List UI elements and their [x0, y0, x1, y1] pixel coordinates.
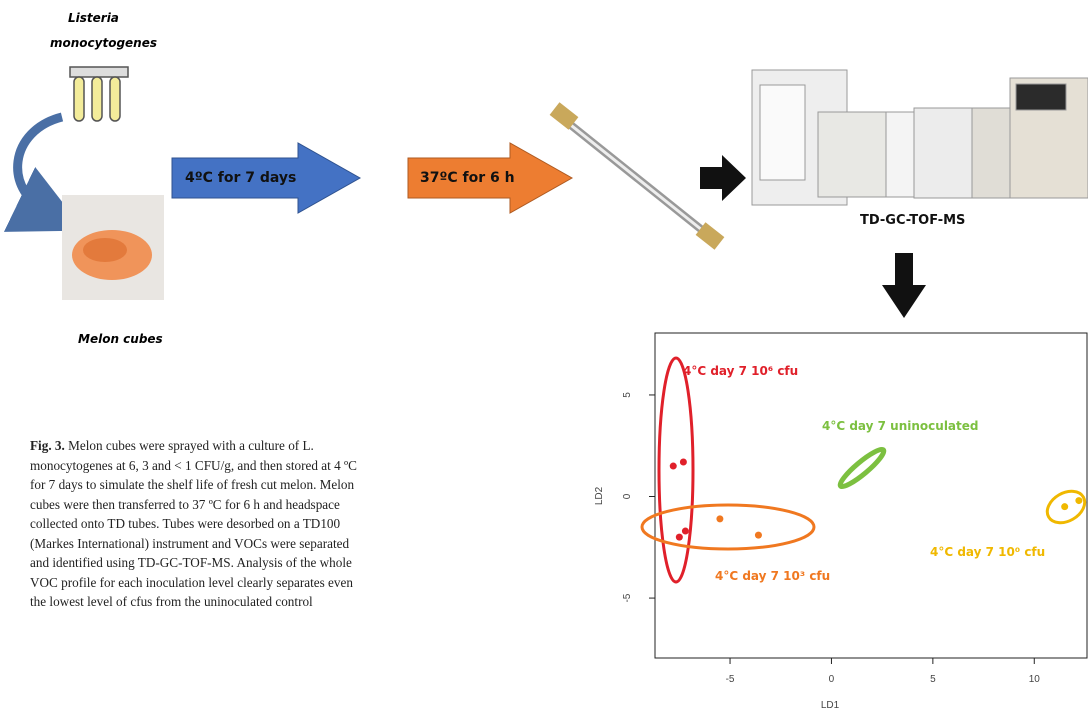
point — [1075, 497, 1082, 504]
caption-line: Fig. 3. Melon cubes were sprayed with a … — [30, 436, 570, 456]
caption-line: and identified using TD-GC-TOF-MS. Analy… — [30, 553, 570, 573]
td-tube — [550, 102, 725, 249]
caption-line: cubes were then transferred to 37 ºC for… — [30, 495, 570, 515]
step1-label: 4ºC for 7 days — [185, 170, 296, 186]
group-label: 4°C day 7 uninoculated — [822, 419, 979, 433]
caption-line: for 7 days to simulate the shelf life of… — [30, 475, 570, 495]
point — [1061, 503, 1068, 510]
point — [755, 532, 762, 539]
ellipse — [642, 505, 814, 549]
step2-label: 37ºC for 6 h — [420, 170, 515, 186]
melon-photo — [62, 195, 164, 300]
caption-label: Fig. 3. — [30, 438, 65, 453]
caption-line: collected onto TD tubes. Tubes were deso… — [30, 514, 570, 534]
caption: Fig. 3. Melon cubes were sprayed with a … — [30, 436, 570, 612]
caption-text: cubes were then transferred to 37 ºC for… — [30, 497, 340, 512]
point — [716, 515, 723, 522]
caption-text: Melon cubes were sprayed with a culture … — [68, 438, 314, 453]
group-label: 4°C day 7 10⁶ cfu — [683, 364, 798, 378]
instrument — [752, 70, 1088, 205]
test-tubes — [70, 67, 128, 121]
x-tick-label: -5 — [726, 674, 735, 685]
black-arrow — [700, 155, 746, 201]
caption-line: VOC profile for each inoculation level c… — [30, 573, 570, 593]
diagram: Listeriamonocytogenes Melon cubes 4ºC fo… — [0, 0, 1088, 720]
point — [680, 458, 687, 465]
caption-line: the lowest level of cfus from the uninoc… — [30, 592, 570, 612]
caption-text: and identified using TD-GC-TOF-MS. Analy… — [30, 555, 352, 570]
y-tick-label: 5 — [622, 392, 633, 398]
y-tick-label: -5 — [622, 593, 633, 602]
caption-text: the lowest level of cfus from the uninoc… — [30, 594, 313, 609]
ellipse — [659, 358, 693, 582]
ellipse — [837, 445, 888, 490]
caption-line: monocytogenes at 6, 3 and < 1 CFU/g, and… — [30, 456, 570, 476]
point — [682, 528, 689, 535]
point — [676, 534, 683, 541]
sample-label: Melon cubes — [78, 332, 163, 346]
plot-frame — [655, 333, 1087, 658]
x-tick-label: 0 — [829, 674, 835, 685]
caption-text: collected onto TD tubes. Tubes were deso… — [30, 516, 340, 531]
caption-text: (Markes International) instrument and VO… — [30, 536, 349, 551]
y-axis-label: LD2 — [594, 486, 605, 505]
group-label: 4°C day 7 10³ cfu — [715, 569, 830, 583]
caption-text: for 7 days to simulate the shelf life of… — [30, 477, 354, 492]
caption-text: monocytogenes at 6, 3 and < 1 CFU/g, and… — [30, 458, 357, 473]
curved-arrow — [18, 117, 62, 215]
x-tick-label: 10 — [1029, 674, 1041, 685]
x-axis-label: LD1 — [821, 700, 840, 711]
y-tick-label: 0 — [622, 493, 633, 499]
group-label: 4°C day 7 10⁰ cfu — [930, 545, 1045, 559]
caption-line: (Markes International) instrument and VO… — [30, 534, 570, 554]
instrument-label: TD-GC-TOF-MS — [860, 213, 965, 228]
point — [670, 463, 677, 470]
caption-text: VOC profile for each inoculation level c… — [30, 575, 353, 590]
figure: Listeriamonocytogenes Melon cubes 4ºC fo… — [0, 0, 1088, 720]
down-arrow — [882, 253, 926, 318]
x-tick-label: 5 — [930, 674, 936, 685]
